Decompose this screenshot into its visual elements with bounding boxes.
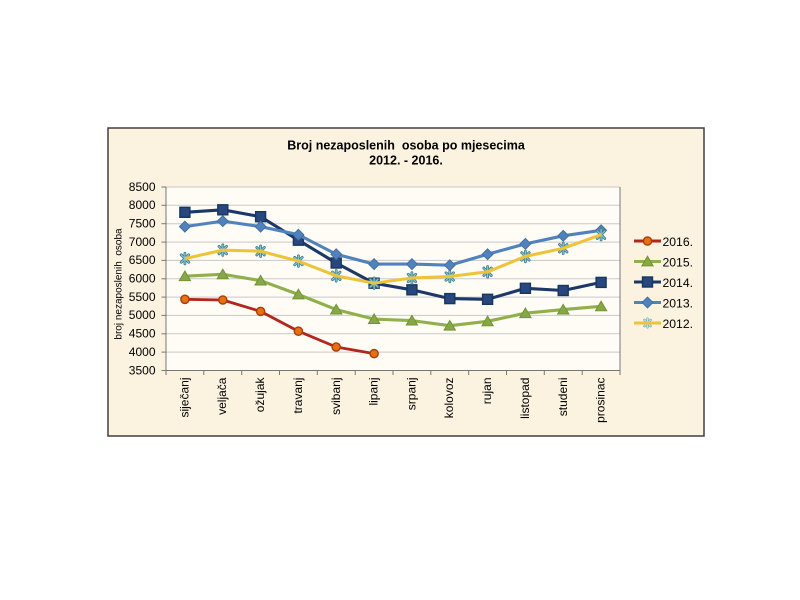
svg-text:7500: 7500 <box>129 217 156 231</box>
svg-text:svibanj: svibanj <box>329 378 343 415</box>
svg-text:listopad: listopad <box>518 378 532 419</box>
svg-text:8000: 8000 <box>129 198 156 212</box>
svg-text:2014.: 2014. <box>663 276 694 290</box>
svg-text:travanj: travanj <box>291 378 305 414</box>
svg-text:Broj nezaposlenih osoba po mj: Broj nezaposlenih osoba po mjesecima <box>287 138 526 152</box>
svg-text:5500: 5500 <box>129 290 156 304</box>
svg-text:siječanj: siječanj <box>177 378 191 418</box>
svg-text:ožujak: ožujak <box>253 377 267 413</box>
svg-text:broj nezaposlenih osoba: broj nezaposlenih osoba <box>114 228 125 340</box>
svg-text:4500: 4500 <box>129 327 156 341</box>
svg-text:5000: 5000 <box>129 308 156 322</box>
svg-text:2012.: 2012. <box>663 317 694 331</box>
svg-text:7000: 7000 <box>129 235 156 249</box>
svg-text:2012. - 2016.: 2012. - 2016. <box>369 154 443 168</box>
svg-text:3500: 3500 <box>129 363 156 377</box>
svg-text:prosinac: prosinac <box>594 378 608 423</box>
svg-text:6500: 6500 <box>129 253 156 267</box>
svg-text:2016.: 2016. <box>663 235 694 249</box>
svg-text:4000: 4000 <box>129 345 156 359</box>
svg-text:lipanj: lipanj <box>367 378 381 406</box>
svg-text:veljača: veljača <box>215 377 229 415</box>
svg-text:studeni: studeni <box>556 378 570 417</box>
svg-text:kolovoz: kolovoz <box>442 378 456 419</box>
svg-text:8500: 8500 <box>129 180 156 194</box>
svg-text:2013.: 2013. <box>663 297 694 311</box>
svg-text:srpanj: srpanj <box>404 378 418 411</box>
svg-text:2015.: 2015. <box>663 256 694 270</box>
svg-text:rujan: rujan <box>480 377 494 404</box>
svg-text:6000: 6000 <box>129 272 156 286</box>
